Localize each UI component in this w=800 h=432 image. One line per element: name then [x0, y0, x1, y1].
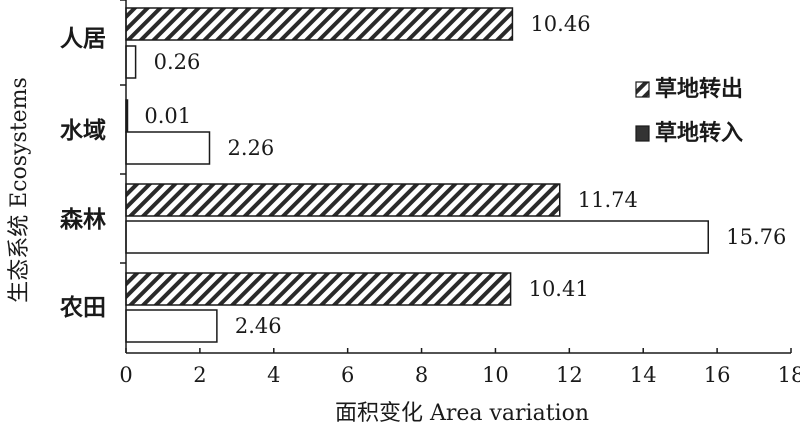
legend-label-0: 草地转出 — [655, 76, 743, 102]
value-label-out-1: 0.01 — [144, 104, 191, 128]
value-label-out-2: 11.74 — [578, 188, 638, 212]
x-tick-label-8: 16 — [704, 363, 731, 387]
legend-label-1: 草地转入 — [655, 120, 743, 146]
x-tick-label-3: 6 — [341, 363, 354, 387]
value-label-out-0: 10.46 — [530, 12, 590, 36]
value-label-in-2: 15.76 — [726, 225, 786, 249]
value-label-in-3: 2.46 — [235, 314, 282, 338]
x-tick-label-2: 4 — [267, 363, 280, 387]
y-axis-title: 生态系统 Ecosystems — [7, 77, 32, 303]
category-label-3: 农田 — [59, 294, 106, 321]
value-label-in-0: 0.26 — [154, 50, 201, 74]
x-tick-label-1: 2 — [193, 363, 206, 387]
category-label-1: 水域 — [60, 117, 106, 144]
x-tick-label-5: 10 — [482, 363, 509, 387]
legend-swatch-in — [635, 125, 650, 142]
bar-in-1 — [125, 131, 211, 165]
x-tick-label-6: 12 — [556, 363, 583, 387]
bar-in-0 — [125, 45, 137, 79]
category-label-0: 人居 — [60, 25, 106, 52]
bar-out-2 — [125, 183, 561, 217]
bar-out-0 — [125, 7, 514, 41]
legend-swatch-out — [635, 81, 650, 98]
x-axis-title: 面积变化 Area variation — [335, 401, 589, 426]
x-tick-label-9: 18 — [778, 363, 800, 387]
x-tick-label-7: 14 — [630, 363, 657, 387]
x-tick-label-0: 0 — [119, 363, 132, 387]
value-labels-group: 10.46 0.26 0.01 2.26 11.74 15.76 10.41 2.46 — [144, 12, 786, 338]
category-label-2: 森林 — [60, 206, 106, 233]
value-label-in-1: 2.26 — [227, 136, 274, 160]
value-label-out-3: 10.41 — [529, 277, 589, 301]
bar-in-3 — [125, 309, 218, 343]
x-tick-label-4: 8 — [415, 363, 428, 387]
bar-in-2 — [125, 220, 709, 254]
bars-group — [125, 7, 709, 343]
bar-out-3 — [125, 272, 512, 306]
